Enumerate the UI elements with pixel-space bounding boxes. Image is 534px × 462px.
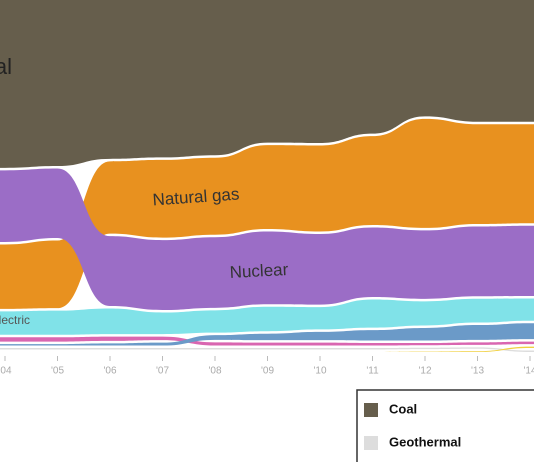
- x-tick-label: '04: [0, 366, 12, 377]
- stream: [0, 323, 534, 346]
- x-tick-label: '13: [471, 366, 484, 377]
- stream-label: Coal: [0, 54, 12, 79]
- legend-box: [356, 389, 534, 462]
- stream: [0, 298, 534, 335]
- stream-label: Nuclear: [229, 260, 289, 282]
- x-tick-label: '14: [523, 366, 534, 377]
- x-tick-label: '09: [261, 366, 274, 377]
- legend-swatch: [364, 403, 378, 417]
- legend-label: Geothermal: [389, 434, 461, 449]
- x-tick-label: '12: [418, 366, 431, 377]
- stream: [0, 0, 534, 168]
- x-tick-label: '08: [208, 366, 221, 377]
- stream: [0, 347, 534, 352]
- x-tick-label: '10: [313, 366, 326, 377]
- legend-swatch: [364, 436, 378, 450]
- stream: [0, 168, 534, 310]
- x-tick-label: '07: [156, 366, 169, 377]
- stream: [0, 346, 534, 352]
- x-tick-label: '06: [103, 366, 116, 377]
- x-tick-label: '05: [51, 366, 64, 377]
- stream-label: Hydroelectric: [0, 313, 30, 327]
- stream: [0, 118, 534, 309]
- legend-label: Coal: [389, 401, 417, 416]
- x-tick-label: '11: [366, 366, 379, 377]
- stream: [0, 336, 534, 346]
